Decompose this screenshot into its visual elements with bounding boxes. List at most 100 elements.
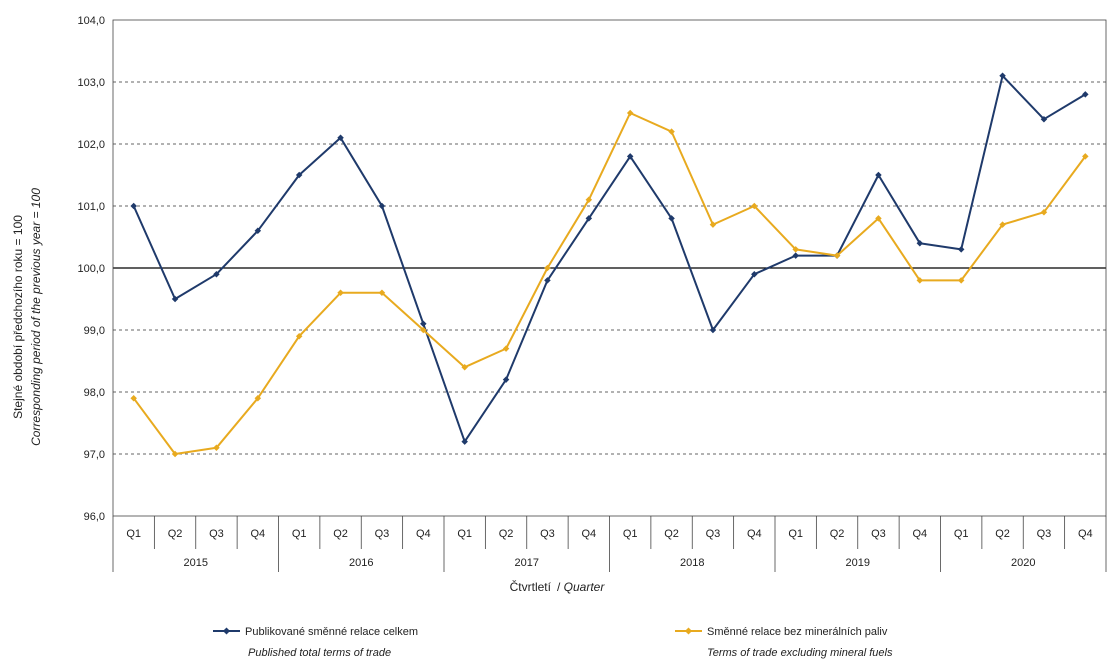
x-tick-label-quarter: Q4 [250,528,265,540]
legend: Publikované směnné relace celkem Publish… [213,626,893,659]
data-point [502,376,510,383]
x-tick-label-quarter: Q3 [540,528,555,540]
legend-item-total: Publikované směnné relace celkem Publish… [213,626,418,659]
data-point [461,438,468,445]
y-tick-label: 99,0 [84,325,105,337]
data-point [378,202,386,210]
x-tick-label-quarter: Q4 [581,528,596,540]
data-point [709,221,717,228]
x-tick-label-quarter: Q1 [954,528,969,540]
series-line-1 [132,112,1087,455]
data-point [792,252,799,259]
x-tick-label-quarter: Q1 [788,528,803,540]
x-tick-label-quarter: Q2 [499,528,514,540]
data-point [420,320,427,328]
x-tick-label-quarter: Q1 [292,528,307,540]
data-point [544,277,551,284]
data-point [337,134,344,142]
y-tick-label: 97,0 [84,449,105,461]
data-point [957,246,965,253]
x-tick-label-quarter: Q3 [871,528,886,540]
legend-label-excl-fuels-en: Terms of trade excluding mineral fuels [707,647,893,659]
x-tick-label-year: 2017 [515,557,539,569]
x-tick-label-quarter: Q3 [209,528,224,540]
x-tick-label-quarter: Q2 [333,528,348,540]
data-point [213,270,220,278]
legend-item-excl-fuels: Směnné relace bez minerálních paliv Term… [675,626,893,659]
x-tick-label-quarter: Q4 [747,528,762,540]
y-tick-label: 100,0 [77,263,105,275]
data-point [585,215,593,222]
data-point [502,345,510,352]
x-axis-title-cz: Čtvrtletí [510,579,552,594]
data-point [668,215,675,222]
x-tick-label-year: 2019 [846,557,870,569]
data-point [833,252,841,259]
x-tick-label-quarter: Q3 [375,528,390,540]
data-point [378,289,386,297]
x-tick-label-year: 2016 [349,557,373,569]
data-point [420,326,427,334]
y-tick-label: 101,0 [77,201,105,213]
data-point [709,326,717,334]
x-tick-label-quarter: Q1 [457,528,472,540]
x-axis-title-sep: / [557,580,564,594]
series-line-0 [132,74,1086,443]
data-point [751,270,758,278]
x-tick-label-quarter: Q2 [995,528,1010,540]
svg-text:Čtvrtletí/ Quarter: Čtvrtletí / Quarter [510,579,606,594]
legend-label-total: Publikované směnné relace celkem [245,626,418,638]
data-point [668,128,675,135]
data-point [171,450,179,458]
data-point [916,239,924,247]
y-axis-title-cz: Stejné období předchozího roku = 100 [11,215,25,419]
series-lines [130,72,1089,458]
x-axis-title: Čtvrtletí / Quarter [510,579,606,594]
gridlines [113,81,1106,455]
x-tick-label-quarter: Q3 [1037,528,1052,540]
data-point [626,109,634,117]
x-tick-label-quarter: Q4 [416,528,431,540]
data-point [626,153,634,160]
data-point [461,363,468,371]
axes [112,19,1107,572]
x-tick-label-year: 2018 [680,557,704,569]
x-tick-label-year: 2015 [184,557,208,569]
axis-labels: 96,0 97,0 98,0 99,0 100,0 101,0 102,0 103,0 104,… [77,15,1092,569]
legend-label-excl-fuels: Směnné relace bez minerálních paliv [707,626,888,638]
legend-label-total-en: Published total terms of trade [248,647,391,659]
y-axis-title-en: Corresponding period of the previous yea… [29,188,43,446]
data-point [295,332,303,340]
data-point [254,227,262,235]
data-point [957,277,965,284]
data-point [130,394,137,402]
y-tick-label: 98,0 [84,387,105,399]
data-point [213,444,220,452]
data-point [751,202,758,210]
x-tick-label-quarter: Q2 [830,528,845,540]
x-tick-label-quarter: Q2 [664,528,679,540]
x-tick-label-quarter: Q4 [912,528,927,540]
data-point [585,196,593,204]
x-tick-label-quarter: Q2 [168,528,183,540]
data-point [171,295,179,303]
data-point [130,202,137,210]
x-tick-label-year: 2020 [1011,557,1035,569]
data-point [792,246,799,253]
x-tick-label-quarter: Q4 [1078,528,1093,540]
data-point [295,171,303,179]
data-point [875,171,882,179]
y-tick-label: 103,0 [77,77,105,89]
data-point [875,215,882,222]
data-point [337,289,344,297]
y-tick-label: 104,0 [77,15,105,27]
data-point [916,277,924,284]
x-tick-label-quarter: Q1 [623,528,638,540]
x-tick-label-quarter: Q1 [126,528,141,540]
x-tick-label-quarter: Q3 [706,528,721,540]
data-point [544,264,551,272]
y-tick-label: 102,0 [77,139,105,151]
x-axis-title-en: Quarter [564,580,606,594]
y-tick-label: 96,0 [84,511,105,523]
